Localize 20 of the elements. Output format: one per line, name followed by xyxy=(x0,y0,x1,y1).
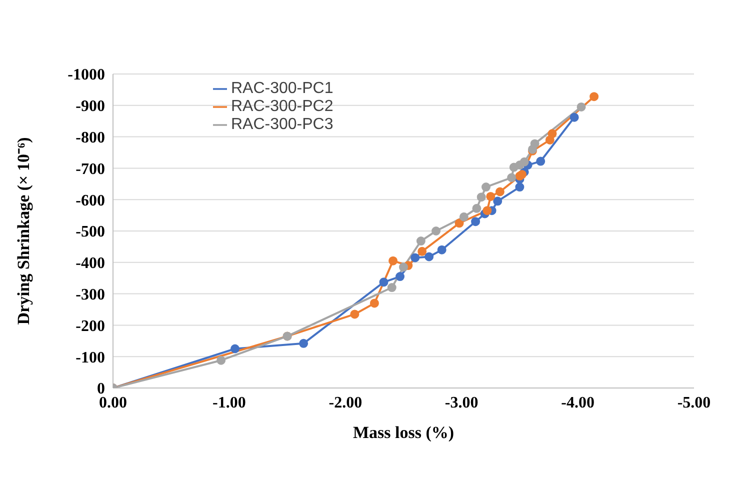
y-tick-label: -600 xyxy=(76,192,105,210)
y-tick-label: -100 xyxy=(76,349,105,366)
x-tick-label: -2.00 xyxy=(328,394,362,412)
x-tick-label: -5.00 xyxy=(677,394,711,412)
legend-label: RAC-300-PC1 xyxy=(231,80,334,97)
y-tick-label: -400 xyxy=(76,255,105,272)
y-tick-label: -1000 xyxy=(68,66,105,84)
legend-label: RAC-300-PC3 xyxy=(231,116,334,133)
legend-label: RAC-300-PC2 xyxy=(231,98,334,115)
y-tick-label: -200 xyxy=(76,318,105,335)
y-tick-label: -300 xyxy=(76,286,105,304)
x-tick-label: -3.00 xyxy=(444,394,478,412)
y-axis-title: Drying Shrinkage (× 10⁻⁶) xyxy=(14,137,34,325)
y-tick-label: -700 xyxy=(76,160,105,178)
x-tick-label: -4.00 xyxy=(561,394,594,412)
x-axis-title: Mass loss (%) xyxy=(352,423,454,442)
y-tick-label: -500 xyxy=(76,224,105,241)
y-tick-label: -800 xyxy=(76,129,105,146)
y-tick-label: -900 xyxy=(76,98,105,116)
x-tick-label: -1.00 xyxy=(212,394,246,412)
